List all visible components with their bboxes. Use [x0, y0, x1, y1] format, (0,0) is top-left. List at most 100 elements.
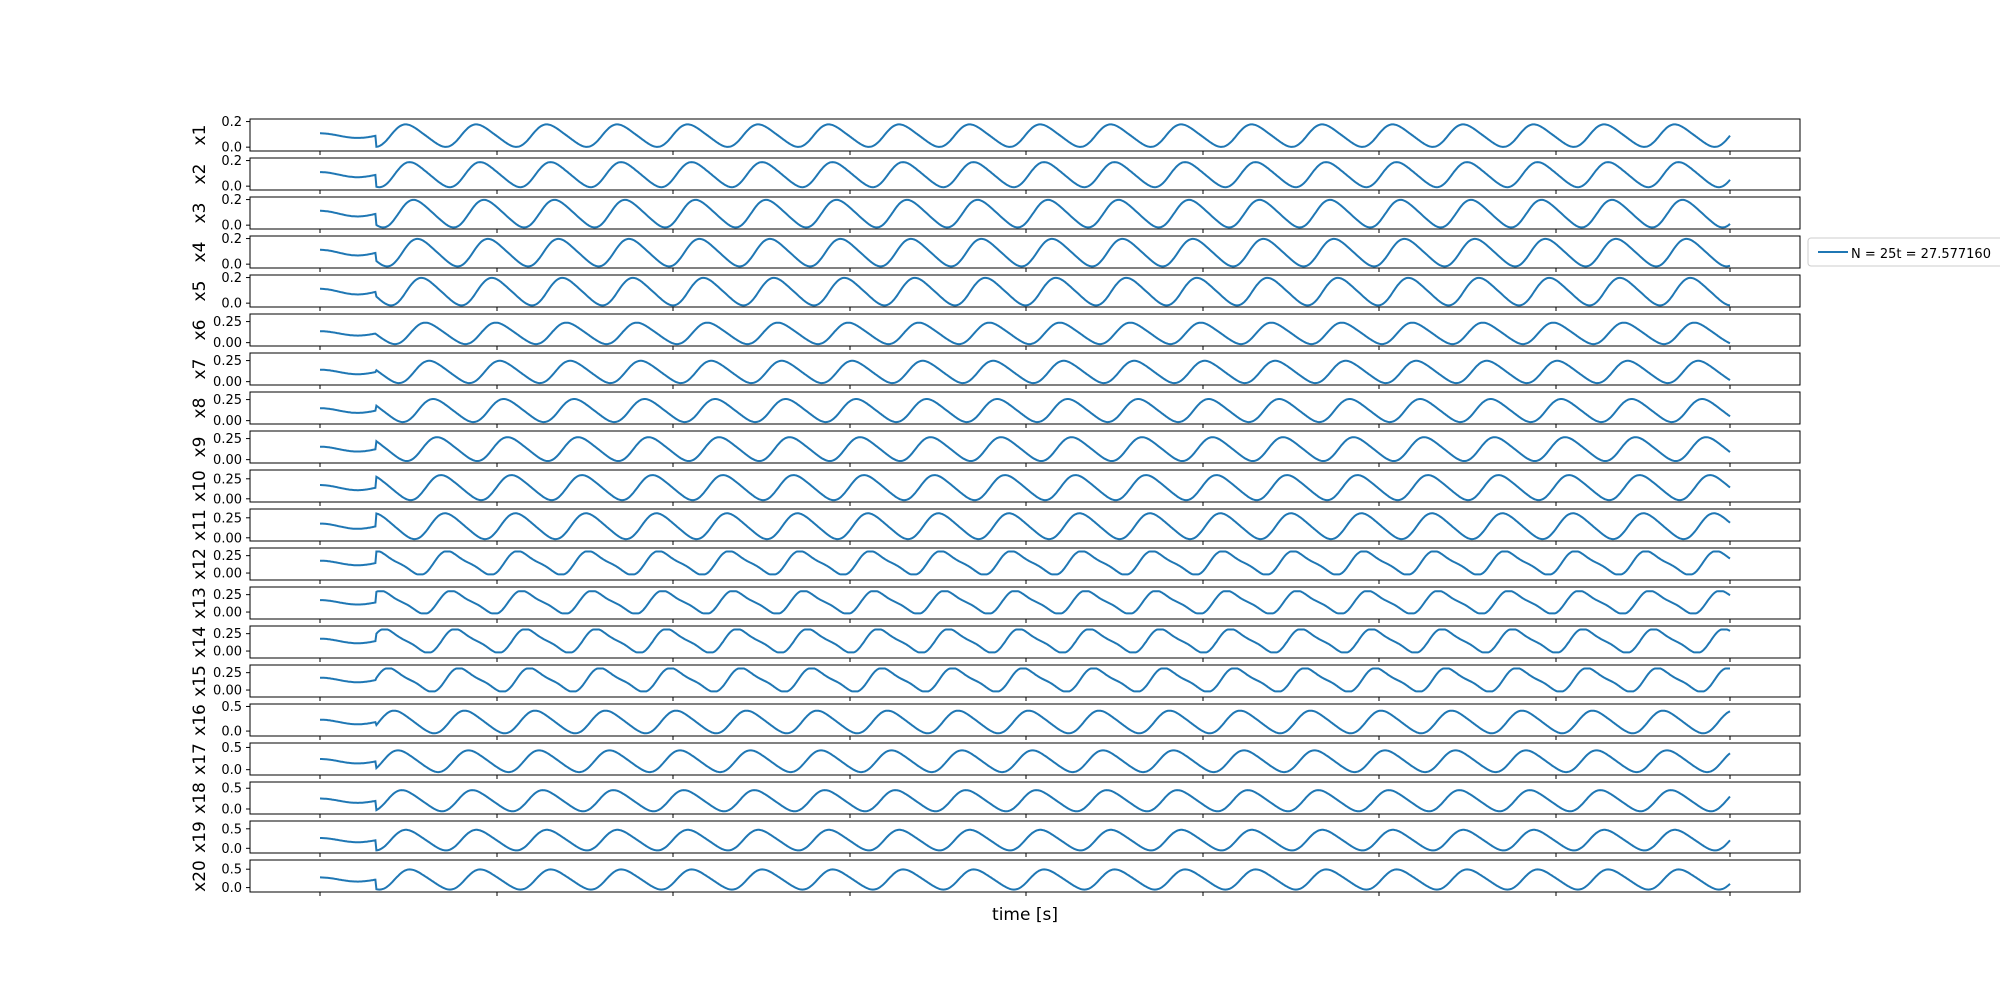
- y-tick-label: 0.25: [213, 666, 242, 681]
- y-tick-label: 0.00: [213, 531, 242, 546]
- y-axis-label: x19: [190, 821, 210, 853]
- series-line-x2: [320, 161, 1731, 189]
- subplot-stack: 0.00.2x10.00.2x20.00.2x30.00.2x40.00.2x5…: [190, 115, 1801, 896]
- y-tick-label: 0.25: [213, 588, 242, 603]
- y-axis-label: x17: [190, 743, 210, 775]
- y-tick-label: 0.2: [221, 193, 242, 208]
- y-tick-label: 0.00: [213, 645, 242, 660]
- y-tick-label: 0.0: [221, 258, 242, 273]
- y-tick-label: 0.00: [213, 336, 242, 351]
- subplot-x19: 0.0 0.5 x19: [190, 820, 1801, 857]
- series-line-x12: [320, 550, 1731, 576]
- y-tick-label: 0.00: [213, 414, 242, 429]
- subplot-x4: 0.0 0.2 x4: [190, 232, 1801, 273]
- y-axis-label: x5: [190, 281, 210, 302]
- y-tick-label: 0.5: [221, 741, 242, 756]
- subplot-x18: 0.0 0.5 x18: [190, 781, 1801, 818]
- y-tick-label: 0.00: [213, 606, 242, 621]
- y-tick-label: 0.5: [221, 782, 242, 797]
- subplot-x20: 0.0 0.5 x20: [190, 859, 1801, 896]
- axes-frame: [249, 664, 1801, 698]
- axes-frame: [249, 274, 1801, 308]
- y-tick-label: 0.25: [213, 315, 242, 330]
- axes-frame: [249, 508, 1801, 542]
- y-tick-label: 0.0: [221, 141, 242, 156]
- series-line-x11: [320, 512, 1731, 541]
- axes-frame: [249, 859, 1801, 893]
- y-axis-label: x13: [190, 587, 210, 619]
- subplot-x17: 0.0 0.5 x17: [190, 741, 1801, 779]
- legend-entry-label: N = 25t = 27.577160: [1851, 247, 1991, 262]
- series-line-x18: [320, 789, 1731, 813]
- y-axis-label: x16: [190, 704, 210, 736]
- y-tick-label: 0.2: [221, 115, 242, 130]
- series-line-x19: [320, 828, 1731, 852]
- y-axis-label: x1: [190, 125, 210, 146]
- axes-frame: [249, 586, 1801, 620]
- y-tick-label: 0.00: [213, 492, 242, 507]
- series-line-x20: [320, 868, 1731, 891]
- y-tick-label: 0.2: [221, 271, 242, 286]
- y-tick-label: 0.25: [213, 393, 242, 408]
- y-tick-label: 0.0: [221, 725, 242, 740]
- y-axis-label: x8: [190, 398, 210, 419]
- y-axis-label: x4: [190, 242, 210, 263]
- series-line-x8: [320, 398, 1731, 424]
- subplot-x16: 0.0 0.5 x16: [190, 700, 1801, 740]
- y-tick-label: 0.5: [221, 822, 242, 837]
- y-tick-label: 0.0: [221, 297, 242, 312]
- subplot-x2: 0.0 0.2 x2: [190, 154, 1801, 195]
- series-line-x16: [320, 709, 1731, 735]
- axes-frame: [249, 742, 1801, 776]
- y-axis-label: x6: [190, 320, 210, 341]
- y-tick-label: 0.00: [213, 375, 242, 390]
- y-axis-label: x7: [190, 359, 210, 380]
- subplot-x3: 0.0 0.2 x3: [190, 193, 1801, 234]
- y-axis-label: x12: [190, 548, 210, 580]
- axes-frame: [249, 703, 1801, 737]
- series-line-x15: [320, 667, 1730, 693]
- subplot-x1: 0.0 0.2 x1: [190, 115, 1801, 156]
- y-tick-label: 0.0: [221, 219, 242, 234]
- series-line-x17: [320, 749, 1731, 774]
- subplot-x5: 0.0 0.2 x5: [190, 271, 1801, 312]
- y-axis-label: x14: [190, 626, 210, 658]
- y-tick-label: 0.25: [213, 354, 242, 369]
- y-tick-label: 0.5: [221, 863, 242, 878]
- y-axis-label: x2: [190, 164, 210, 185]
- y-tick-label: 0.0: [221, 180, 242, 195]
- y-tick-label: 0.25: [213, 627, 242, 642]
- y-tick-label: 0.25: [213, 432, 242, 447]
- series-line-x7: [320, 359, 1731, 385]
- y-axis-label: x15: [190, 665, 210, 697]
- series-line-x6: [320, 321, 1731, 346]
- y-tick-label: 0.00: [213, 453, 242, 468]
- y-axis-label: x18: [190, 782, 210, 814]
- y-axis-label: x20: [190, 860, 210, 892]
- legend-frame: [1807, 237, 2000, 267]
- axes-frame: [249, 547, 1801, 581]
- y-tick-label: 0.0: [221, 803, 242, 818]
- legend: N = 25t = 27.577160: [1807, 237, 2000, 267]
- y-axis-label: x3: [190, 203, 210, 224]
- y-tick-label: 0.00: [213, 684, 242, 699]
- axes-frame: [249, 430, 1801, 464]
- series-line-x9: [320, 436, 1731, 462]
- y-tick-label: 0.25: [213, 472, 242, 487]
- series-line-x3: [320, 198, 1731, 229]
- series-line-x13: [320, 590, 1731, 615]
- x-axis-label: time [s]: [992, 905, 1058, 925]
- series-line-x10: [320, 474, 1731, 502]
- y-tick-label: 0.2: [221, 232, 242, 247]
- series-line-x1: [320, 123, 1731, 148]
- y-tick-label: 0.0: [221, 763, 242, 778]
- y-tick-label: 0.5: [221, 700, 242, 715]
